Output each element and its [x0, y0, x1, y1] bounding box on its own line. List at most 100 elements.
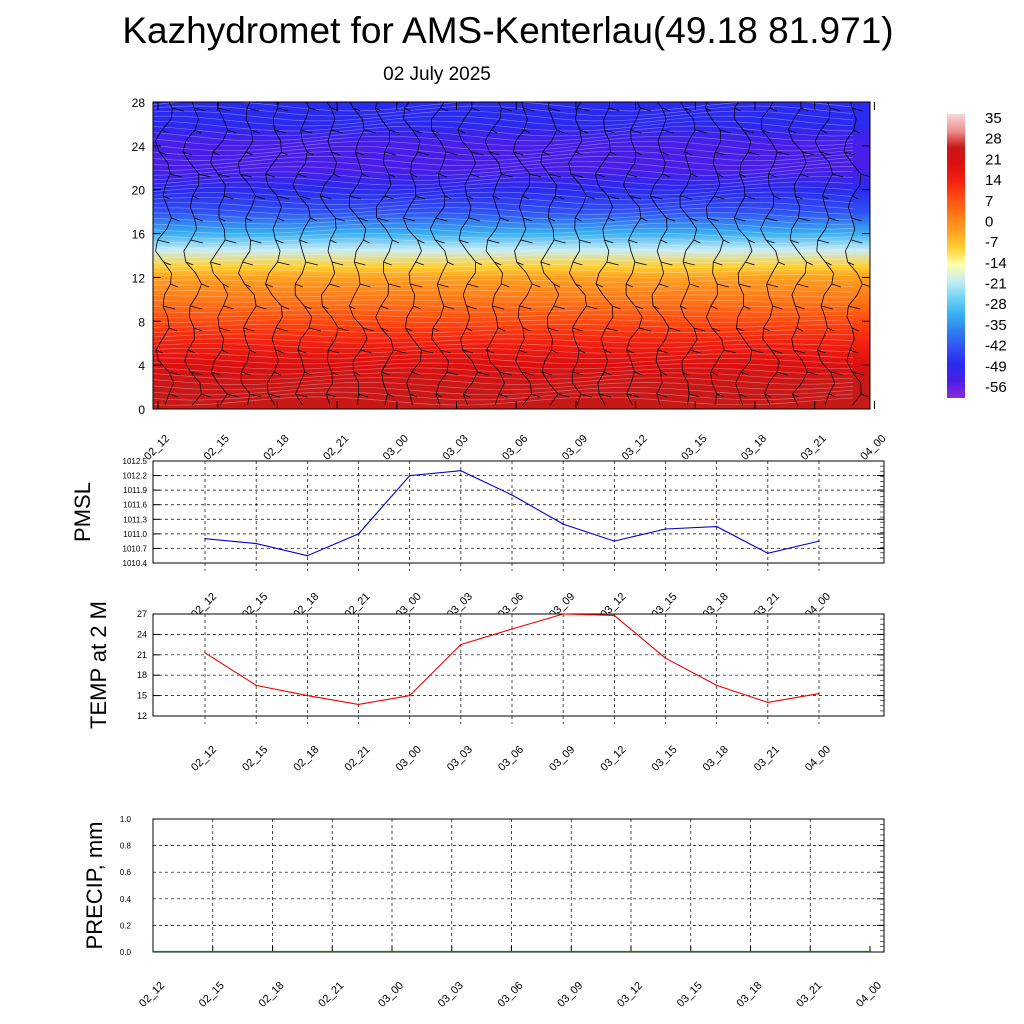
- x-tick-label: 04_00: [858, 433, 888, 463]
- precip-panel: 0.0 0.2 0.4 0.6 0.8 1.0 02_12 02_15 02_18 02_21 03…: [82, 815, 885, 1010]
- data-point: [715, 684, 718, 687]
- wind-barb-column: [319, 102, 349, 406]
- y-tick-label: 28: [132, 96, 146, 110]
- y-tick-label: 1011.9: [123, 486, 147, 495]
- colorbar: 35 28 21 14 7 0 -7 -14 -21 -28 -35 -42 -49 -56: [947, 110, 1007, 398]
- data-point: [613, 540, 616, 542]
- x-tick-label: 03_18: [739, 433, 769, 463]
- y-tick-label: 1010.7: [123, 544, 148, 553]
- y-tick-label: 16: [132, 228, 146, 242]
- x-tick-label: 02_18: [261, 433, 291, 463]
- x-tick-label: 03_06: [496, 744, 526, 774]
- x-tick-label: 03_06: [500, 433, 530, 463]
- x-tick-label: 03_12: [620, 433, 650, 463]
- y-tick-label: 0: [138, 403, 145, 417]
- x-tick-label: 03_21: [799, 433, 829, 463]
- wind-barb-column: [679, 102, 708, 406]
- y-tick-label: 12: [132, 271, 146, 285]
- colorbar-label: 7: [985, 193, 993, 210]
- x-tick-label: 03_12: [598, 744, 628, 774]
- data-point: [818, 540, 820, 542]
- wind-barb-column: [348, 102, 377, 406]
- x-tick-label: 02_21: [316, 980, 346, 1010]
- pmsl-panel: 1010.4 1010.7 1011.0 1011.3 1011.6 1011.9 1012…: [70, 457, 885, 621]
- wind-barb-column: [843, 102, 870, 406]
- colorbar-label: -49: [985, 358, 1007, 375]
- y-tick-label: 1011.6: [123, 501, 147, 510]
- y-tick-label: 0.6: [120, 868, 132, 877]
- wind-barb-column: [265, 102, 290, 406]
- y-tick-label: 20: [132, 184, 146, 198]
- data-point: [767, 552, 769, 555]
- y-tick-label: 0.8: [120, 842, 132, 851]
- wind-barb-column: [374, 102, 406, 406]
- x-tick-label: 03_09: [555, 980, 585, 1010]
- wind-barb-column: [238, 102, 267, 406]
- plot-frame: [152, 613, 885, 717]
- x-tick-label: 03_15: [675, 980, 705, 1010]
- colorbar-label: -35: [985, 317, 1007, 334]
- wind-barb-column: [182, 102, 211, 406]
- data-point: [408, 694, 411, 697]
- wind-barbs: [154, 102, 870, 406]
- y-tick-label: 0.4: [120, 895, 132, 904]
- wind-barb-column: [540, 102, 570, 406]
- wind-barb-column: [210, 102, 239, 406]
- x-tick-label: 02_21: [321, 433, 351, 463]
- x-tick-label: 03_21: [794, 980, 824, 1010]
- y-tick-label: 8: [138, 315, 145, 329]
- colorbar-label: 0: [985, 213, 993, 230]
- colorbar-label: -7: [985, 234, 998, 251]
- x-tick-label: 03_15: [650, 744, 680, 774]
- y-tick-label: 27: [137, 609, 147, 619]
- wind-barb-column: [568, 102, 598, 406]
- data-point: [664, 528, 667, 530]
- y-tick-label: 12: [137, 711, 147, 721]
- y-tick-label: 1010.4: [123, 559, 148, 568]
- colorbar-label: -28: [985, 296, 1007, 313]
- x-tick-label: 02_12: [137, 980, 167, 1010]
- wind-barb-column: [154, 102, 184, 406]
- y-axis-label: TEMP at 2 M: [86, 601, 111, 729]
- x-tick-label: 04_00: [854, 980, 884, 1010]
- data-point: [818, 692, 820, 695]
- wind-barb-column: [787, 102, 818, 406]
- colorbar-ramp: [947, 114, 965, 398]
- x-tick-label: 03_00: [381, 433, 411, 463]
- data-point: [460, 469, 462, 472]
- x-tick-label: 03_12: [615, 980, 645, 1010]
- wind-barb-column: [760, 102, 790, 406]
- y-tick-label: 24: [137, 629, 147, 639]
- data-point: [664, 657, 667, 659]
- data-point: [357, 703, 360, 706]
- data-point: [204, 651, 206, 654]
- data-point: [767, 701, 769, 704]
- x-tick-label: 03_03: [441, 433, 471, 463]
- x-tick-label: 02_12: [189, 744, 219, 774]
- data-point: [562, 523, 564, 525]
- x-tick-label: 04_00: [803, 744, 833, 774]
- y-tick-label: 18: [137, 670, 147, 680]
- data-point: [511, 628, 513, 630]
- data-point: [715, 525, 718, 528]
- y-tick-label: 1012.2: [123, 472, 148, 481]
- colorbar-label: 28: [985, 131, 1002, 148]
- x-tick-label: 03_06: [496, 980, 526, 1010]
- x-tick-label: 02_15: [202, 433, 232, 463]
- x-tick-label: 03_09: [547, 744, 577, 774]
- wind-barb-column: [623, 102, 652, 406]
- wind-barb-column: [733, 102, 764, 406]
- colorbar-label: -42: [985, 338, 1007, 355]
- data-point: [357, 533, 360, 535]
- x-tick-label: 03_00: [394, 744, 424, 774]
- y-tick-label: 4: [138, 359, 145, 373]
- x-tick-label: 03_03: [445, 744, 475, 774]
- y-axis-label: PMSL: [70, 482, 95, 542]
- x-tick-label: 03_00: [376, 980, 406, 1010]
- x-tick-label: 02_21: [343, 744, 373, 774]
- wind-barb-column: [457, 102, 489, 406]
- y-tick-label: 24: [132, 140, 146, 154]
- y-tick-label: 1012.5: [123, 457, 148, 466]
- cross-section-frame: [152, 101, 871, 410]
